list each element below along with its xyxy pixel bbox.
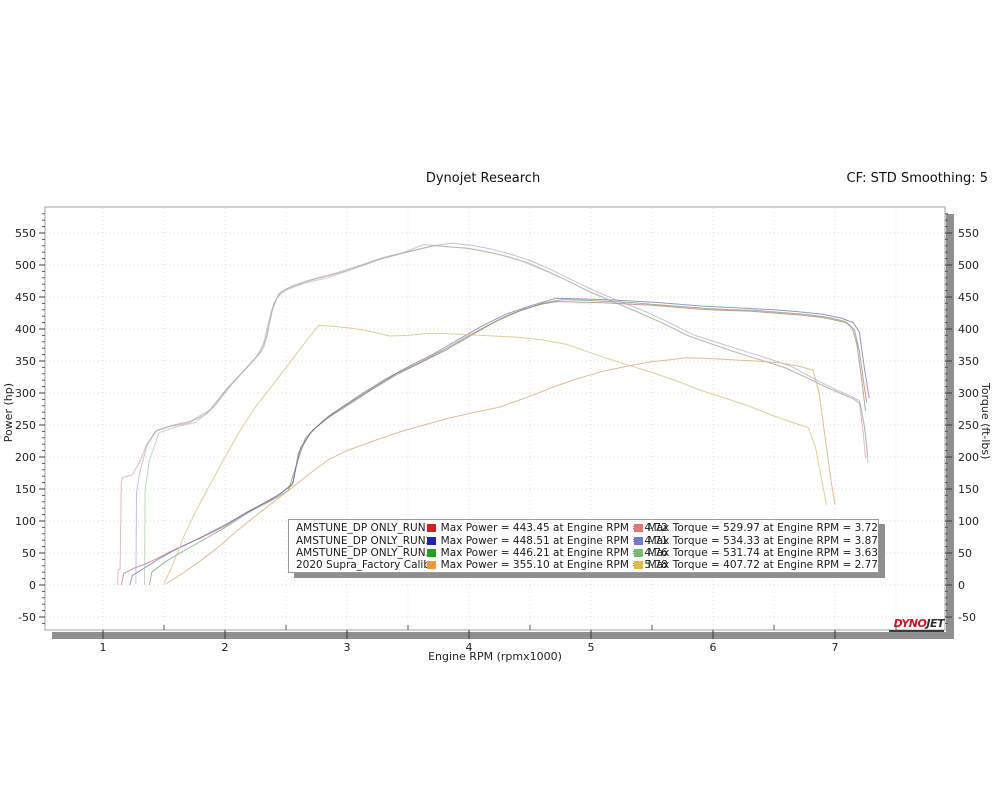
legend-file-name: AMSTUNE_DP ONLY_RUN2.wp8 [296, 534, 427, 547]
legend-box: AMSTUNE_DP ONLY_RUN1.wp8 Max Power = 443.… [288, 519, 879, 573]
y-tick-label-left: 50 [22, 547, 36, 560]
legend-row-1: AMSTUNE_DP ONLY_RUN1.wp8 Max Power = 443.… [289, 522, 878, 534]
legend-power-cell: Max Power = 355.10 at Engine RPM = 5.78 [426, 559, 668, 571]
x-tick-label: 1 [100, 641, 107, 654]
curve-power_run1 [120, 301, 868, 586]
legend-power-text: Max Power = 446.21 at Engine RPM = 4.76 [440, 546, 668, 559]
legend-torque-cell: Max Torque = 529.97 at Engine RPM = 3.72 [633, 522, 878, 535]
legend-power-cell: Max Power = 448.51 at Engine RPM = 4.71 [426, 535, 668, 547]
y-tick-label-right: 450 [958, 291, 979, 304]
y-tick-label-right: 50 [958, 547, 972, 560]
smoothing-status: CF: STD Smoothing: 5 [846, 171, 988, 186]
legend-file-name: AMSTUNE_DP ONLY_RUN1.wp8 [296, 522, 427, 535]
legend-torque-cell: Max Torque = 534.33 at Engine RPM = 3.87 [633, 534, 878, 547]
y-tick-label-right: 0 [958, 579, 965, 592]
power-swatch-icon [426, 536, 436, 545]
x-tick-label: 7 [832, 641, 839, 654]
legend-power-text: Max Power = 448.51 at Engine RPM = 4.71 [440, 534, 668, 547]
plot-shadow-bottom [52, 632, 953, 639]
y-tick-label-right: 400 [958, 323, 979, 336]
x-tick-label: 5 [588, 641, 595, 654]
legend-row-4: 2020 Supra_Factory Calibration.wp8 Max Po… [289, 559, 878, 571]
y-tick-label-right: 350 [958, 355, 979, 368]
plot-shadow-right [946, 214, 954, 639]
legend-torque-cell: Max Torque = 407.72 at Engine RPM = 2.77 [633, 559, 878, 572]
y-tick-label-right: 300 [958, 387, 979, 400]
y-tick-label-right: 500 [958, 259, 979, 272]
torque-swatch-icon [633, 536, 643, 545]
y-tick-label-right: 150 [958, 483, 979, 496]
torque-swatch-icon [633, 548, 643, 557]
x-tick-label: 4 [466, 641, 473, 654]
legend-torque-text: Max Torque = 531.74 at Engine RPM = 3.63 [647, 546, 878, 559]
curve-torque_factory [163, 324, 827, 584]
curve-power_factory [166, 357, 836, 585]
x-axis-label: Engine RPM (rpmx1000) [428, 650, 562, 663]
legend-torque-text: Max Torque = 407.72 at Engine RPM = 2.77 [647, 559, 878, 572]
legend-torque-text: Max Torque = 529.97 at Engine RPM = 3.72 [647, 522, 878, 535]
dynojet-logo-jet: JET [926, 617, 944, 630]
y-tick-label-left: 150 [15, 483, 36, 496]
y-tick-label-right: 550 [958, 227, 979, 240]
y-tick-label-left: 350 [15, 355, 36, 368]
legend-power-cell: Max Power = 446.21 at Engine RPM = 4.76 [426, 547, 668, 559]
y-tick-label-left: 300 [15, 387, 36, 400]
y-tick-label-left: 450 [15, 291, 36, 304]
curve-power_run3 [148, 299, 866, 586]
legend-power-cell: Max Power = 443.45 at Engine RPM = 4.72 [426, 522, 668, 534]
y-tick-label-left: 400 [15, 323, 36, 336]
torque-swatch-icon [633, 524, 643, 533]
y-tick-label-right: 100 [958, 515, 979, 528]
x-tick-label: 3 [344, 641, 351, 654]
y-tick-label-left: 550 [15, 227, 36, 240]
y-tick-label-left: 100 [15, 515, 36, 528]
power-swatch-icon [426, 548, 436, 557]
y-tick-label-left: 200 [15, 451, 36, 464]
y-tick-label-right: 250 [958, 419, 979, 432]
power-swatch-icon [426, 524, 436, 533]
torque-swatch-icon [633, 561, 643, 570]
y-axis-label-torque: Torque (ft-lbs) [979, 383, 992, 460]
y-tick-label-left: -50 [18, 611, 36, 624]
power-swatch-icon [426, 561, 436, 570]
y-tick-label-left: 500 [15, 259, 36, 272]
dynojet-logo: DYNOJET [889, 618, 944, 632]
legend-file-name: AMSTUNE_DP ONLY_RUN3.wp8 [296, 546, 427, 559]
page-title: Dynojet Research [425, 171, 541, 186]
curve-torque_run3 [144, 244, 869, 586]
curve-power_run2 [129, 297, 870, 586]
y-tick-label-left: 250 [15, 419, 36, 432]
legend-file-name: 2020 Supra_Factory Calibration.wp8 [296, 559, 427, 572]
x-tick-label: 6 [710, 641, 717, 654]
legend-torque-text: Max Torque = 534.33 at Engine RPM = 3.87 [647, 534, 878, 547]
legend-torque-cell: Max Torque = 531.74 at Engine RPM = 3.63 [633, 546, 878, 559]
y-axis-label-power: Power (hp) [2, 383, 15, 443]
y-tick-label-left: 0 [29, 579, 36, 592]
legend-row-2: AMSTUNE_DP ONLY_RUN2.wp8 Max Power = 448.… [289, 534, 878, 547]
y-tick-label-right: 200 [958, 451, 979, 464]
dynojet-logo-dyno: DYNO [893, 617, 927, 630]
legend-row-3: AMSTUNE_DP ONLY_RUN3.wp8 Max Power = 446.… [289, 547, 878, 559]
y-tick-label-right: -50 [958, 611, 976, 624]
legend-power-text: Max Power = 355.10 at Engine RPM = 5.78 [440, 559, 668, 572]
legend-power-text: Max Power = 443.45 at Engine RPM = 4.72 [440, 522, 668, 535]
x-tick-label: 2 [222, 641, 229, 654]
